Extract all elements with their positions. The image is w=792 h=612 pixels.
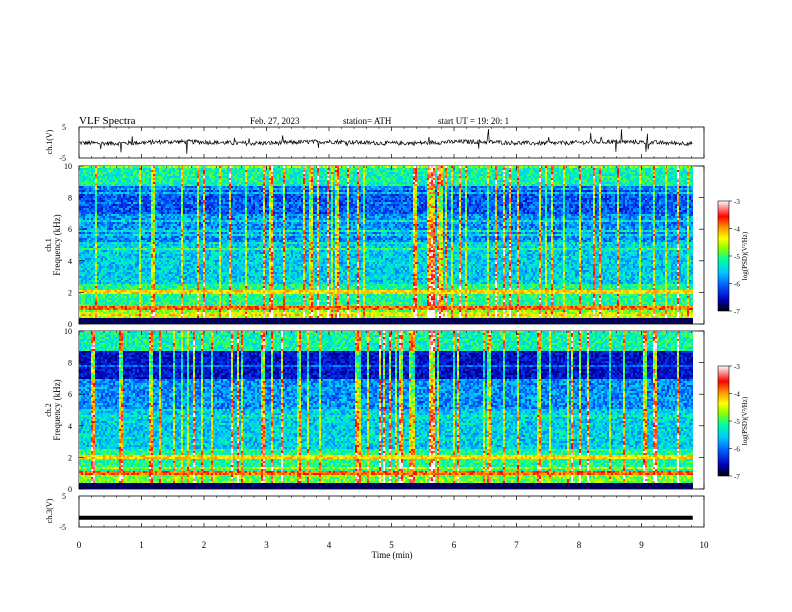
time-tick-label: 6 [452, 540, 457, 550]
ch1-colorbar-tick-label: -5 [734, 253, 740, 261]
spec1-ytick-label: 0 [68, 320, 72, 329]
ch2-spectrogram-image [79, 331, 693, 489]
ch1-colorbar-tick-label: -6 [734, 281, 740, 289]
ch3-ylabel: ch.3(V) [45, 498, 54, 523]
ch1-ytick-neg5: -5 [59, 154, 66, 163]
ch3-waveform-panel: 5 -5 ch.3(V) [45, 492, 705, 532]
time-tick-label: 1 [139, 540, 144, 550]
time-tick-label: 5 [389, 540, 394, 550]
start-ut-label: start UT = 19: 20: 1 [438, 116, 509, 126]
ch2-colorbar-label: log(PSD)(V²/Hz) [741, 396, 749, 445]
spec2-ytick-label: 0 [68, 485, 72, 494]
spec1-ytick-label: 6 [68, 225, 72, 234]
ch1-spectrogram-xticks [78, 166, 705, 324]
ch2-spectrogram-xticks [78, 331, 705, 489]
time-tick-label: 10 [700, 540, 710, 550]
spec2-ytick-label: 4 [68, 422, 72, 431]
figure-title: VLF Spectra [79, 115, 136, 127]
ch2-spectrogram-yticks: 0 2 4 6 8 10 [64, 327, 704, 494]
ch2-spectrogram-channel-label: ch.2 [44, 403, 53, 417]
ch1-spectrogram-yticks: 0 2 4 6 8 10 [64, 162, 704, 329]
spec1-ytick-label: 4 [68, 257, 72, 266]
spec1-ytick-label: 2 [68, 288, 72, 297]
ch1-spectrogram-channel-label: ch.1 [44, 238, 53, 252]
spec1-ytick-label: 8 [68, 194, 72, 203]
ch2-colorbar [717, 365, 730, 477]
ch1-colorbar-tick-label: -4 [734, 226, 740, 234]
date-label: Feb. 27, 2023 [250, 116, 300, 126]
time-tick-label: 0 [77, 540, 82, 550]
spec2-ytick-label: 8 [68, 359, 72, 368]
ch2-colorbar-ticks: -3 -4 -5 -6 -7 [729, 363, 740, 481]
station-label: station= ATH [343, 116, 392, 126]
ch3-waveform-xticks [78, 496, 705, 527]
ch1-colorbar [717, 200, 730, 312]
ch3-ytick-5: 5 [62, 492, 66, 501]
spec2-ytick-label: 6 [68, 390, 72, 399]
spec1-ytick-label: 10 [64, 162, 72, 171]
spec2-ytick-label: 2 [68, 453, 72, 462]
time-tick-label: 7 [514, 540, 519, 550]
ch1-waveform-panel: 5 -5 ch.1(V) [45, 123, 705, 163]
ch2-colorbar-tick-label: -7 [734, 473, 740, 481]
ch1-colorbar-tick-label: -7 [734, 308, 740, 316]
ch1-spectrogram-image [79, 166, 693, 324]
ch1-colorbar-tick-label: -3 [734, 198, 740, 206]
ch2-colorbar-tick-label: -3 [734, 363, 740, 371]
ch1-colorbar-ticks: -3 -4 -5 -6 -7 [729, 198, 740, 316]
time-tick-label: 4 [327, 540, 332, 550]
spec2-ytick-label: 10 [64, 327, 72, 336]
time-tick-label: 2 [202, 540, 207, 550]
time-tick-label: 3 [264, 540, 269, 550]
ch1-colorbar-label: log(PSD)(V²/Hz) [741, 231, 749, 280]
ch1-ylabel: ch.1(V) [45, 129, 54, 154]
ch1-ytick-5: 5 [62, 123, 66, 132]
time-axis-label: Time (min) [372, 550, 413, 560]
time-axis-tick-labels: 0 1 2 3 4 5 6 7 8 9 10 [77, 540, 709, 550]
ch1-waveform-xticks [78, 127, 705, 158]
time-tick-label: 9 [639, 540, 644, 550]
ch3-waveform-frame [78, 495, 705, 528]
ch2-colorbar-tick-label: -4 [734, 391, 740, 399]
ch2-colorbar-tick-label: -5 [734, 418, 740, 426]
time-tick-label: 8 [577, 540, 582, 550]
ch3-ytick-neg5: -5 [59, 523, 66, 532]
ch2-spectrogram-ylabel: Frequency (kHz) [52, 379, 62, 440]
ch1-waveform-trace [78, 128, 693, 154]
ch2-colorbar-tick-label: -6 [734, 446, 740, 454]
ch1-spectrogram-ylabel: Frequency (kHz) [52, 214, 62, 275]
